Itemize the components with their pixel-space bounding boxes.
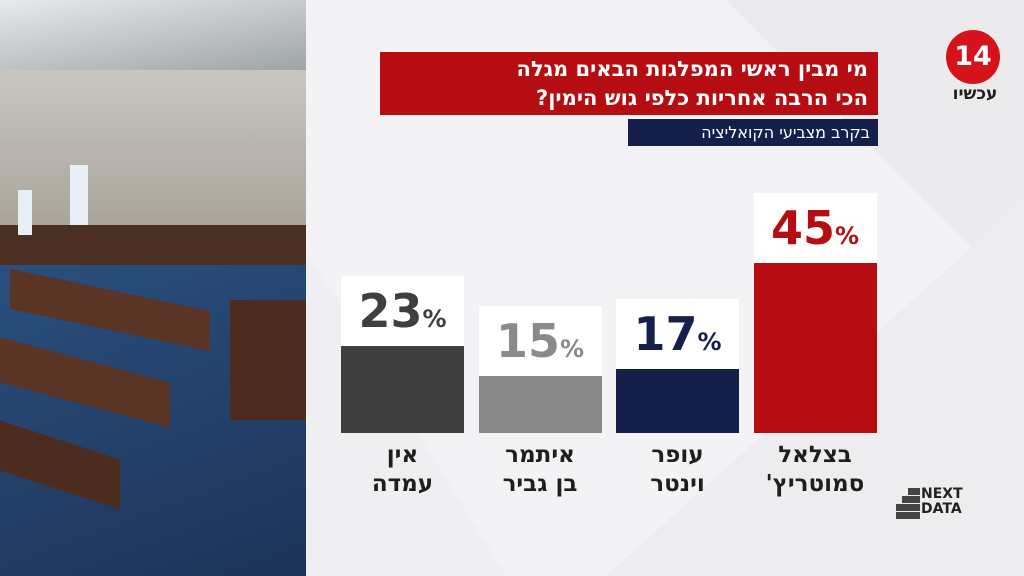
photo [0, 0, 306, 576]
value-number: 45 [770, 200, 835, 255]
value-number: 23 [358, 284, 423, 339]
bar [753, 262, 877, 433]
x-tick-label: בצלאל סמוטריץ' [765, 442, 865, 497]
x-tick-label: איתמר בן גביר [502, 442, 578, 497]
channel-logo: 14 [946, 30, 1000, 84]
chart-subtitle: בקרב מצביעי הקואליציה [628, 119, 878, 146]
value-unit: % [559, 335, 585, 364]
value-label: 23% [341, 276, 464, 347]
value-unit: % [422, 305, 447, 334]
value-number: 17 [633, 306, 698, 361]
x-tick-label: אין עמדה [371, 442, 434, 497]
x-tick-label: עופר וינטר [650, 442, 705, 497]
bar [341, 346, 464, 433]
value-number: 15 [495, 314, 560, 369]
bar [478, 376, 602, 433]
source-logo: NEXT DATA [921, 486, 963, 517]
value-unit: % [834, 221, 860, 250]
bar [616, 368, 739, 433]
channel-name: עכשיו [952, 84, 998, 104]
value-unit: % [697, 327, 722, 356]
value-label: 45% [753, 192, 877, 263]
value-label: 15% [478, 306, 602, 377]
value-label: 17% [616, 298, 739, 369]
source-icon [896, 488, 920, 519]
chart-title: מי מבין ראשי המפלגות הבאים מגלה הכי הרבה… [380, 52, 878, 115]
